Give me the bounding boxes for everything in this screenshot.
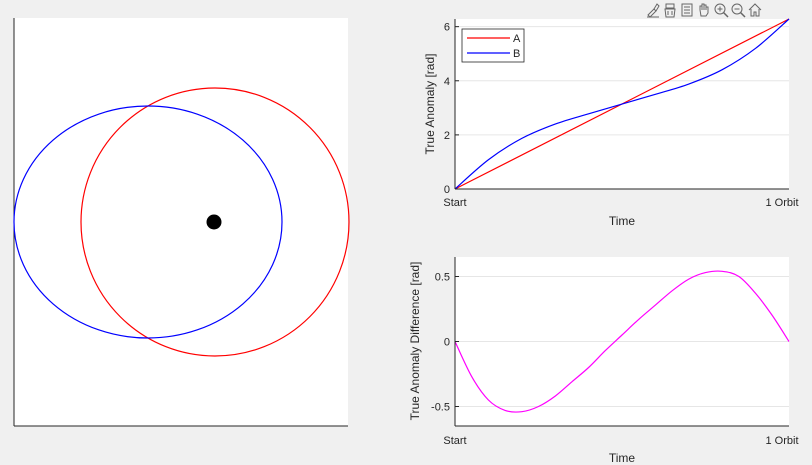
chart1-series [454, 18, 790, 190]
chart1-xtick-start: Start [443, 197, 466, 209]
zoom-in-icon[interactable] [713, 2, 729, 18]
chart1-ytick-label: 4 [444, 76, 450, 88]
orbit-axes [13, 18, 350, 427]
legend-box [461, 28, 525, 63]
data-tips-icon[interactable] [662, 2, 678, 18]
chart2-ytick-label: 0 [444, 337, 450, 349]
chart2-series [454, 270, 790, 413]
chart1-ytick-label: 2 [444, 130, 450, 142]
chart2-ytick-label: -0.5 [431, 402, 450, 414]
true-anomaly-difference-chart: 0.5 0 -0.5 Start 1 Orbit Time True Anomaly… [408, 257, 799, 465]
export-icon[interactable] [679, 2, 695, 18]
pan-icon[interactable] [696, 2, 712, 18]
chart1-series-b-line [454, 18, 790, 190]
orbit-axes-background [14, 18, 348, 426]
chart1-y-ticks: 0 2 4 6 [444, 22, 459, 196]
central-body-marker [206, 214, 222, 230]
chart1-ytick-label: 0 [444, 184, 450, 196]
figure-toolbar [645, 0, 805, 20]
brush-icon[interactable] [645, 2, 661, 18]
zoom-out-icon[interactable] [730, 2, 746, 18]
true-anomaly-chart: 0 2 4 6 Start 1 Orbit Time True Anomaly [ra… [423, 18, 799, 228]
orbit-a-path [80, 87, 350, 357]
legend-b-label: B [513, 48, 520, 60]
chart1-x-label: Time [609, 214, 636, 228]
chart2-xtick-end: 1 Orbit [765, 435, 798, 447]
chart2-x-label: Time [609, 451, 636, 465]
chart2-y-ticks: 0.5 0 -0.5 [431, 272, 459, 414]
legend-a-label: A [513, 33, 521, 45]
chart2-ytick-label: 0.5 [435, 272, 450, 284]
chart2-grid [455, 276, 789, 407]
chart2-y-label: True Anomaly Difference [rad] [408, 262, 422, 421]
home-icon[interactable] [747, 2, 763, 18]
chart1-ytick-label: 6 [444, 22, 450, 34]
chart1-xtick-end: 1 Orbit [765, 197, 798, 209]
chart1-y-label: True Anomaly [rad] [423, 54, 437, 155]
chart2-series-line-line [454, 270, 790, 413]
chart1-legend: A B [461, 28, 525, 63]
chart2-xtick-start: Start [443, 435, 466, 447]
orbit-b-path [13, 105, 283, 339]
